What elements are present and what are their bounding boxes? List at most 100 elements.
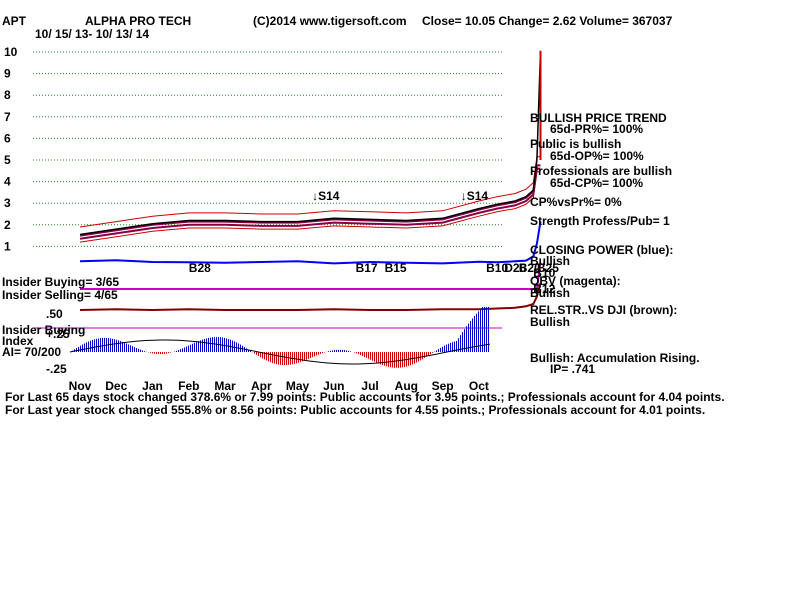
accumulation-bar [360, 352, 361, 355]
accumulation-bar [354, 352, 355, 353]
accumulation-bar [424, 352, 425, 358]
accumulation-bar [230, 340, 231, 352]
accum-y-ticks: .50+.25-.25 [46, 307, 70, 376]
accumulation-bar [386, 352, 387, 366]
accumulation-bar [186, 347, 187, 352]
accumulation-bar [250, 351, 251, 352]
side-panel-line: 65d-CP%= 100% [550, 176, 643, 190]
accumulation-bar [308, 352, 309, 359]
accumulation-bar [276, 352, 277, 364]
obv-line [80, 263, 541, 289]
accumulation-bar [444, 346, 445, 352]
price-y-tick-label: 10 [4, 45, 18, 59]
accumulation-bar [392, 352, 393, 368]
accumulation-bar [122, 342, 123, 352]
footer-line-1: For Last 65 days stock changed 378.6% or… [5, 390, 725, 404]
accumulation-bar [344, 350, 345, 352]
accumulation-bar [150, 352, 151, 353]
accumulation-bar [394, 352, 395, 368]
header-company: ALPHA PRO TECH [85, 14, 191, 28]
accumulation-bar [194, 343, 195, 352]
accumulation-bar [368, 352, 369, 359]
accumulation-bar [208, 338, 209, 352]
accumulation-bar [154, 352, 155, 354]
accumulation-bar [274, 352, 275, 364]
accumulation-bar [190, 345, 191, 352]
accumulation-bar [202, 340, 203, 352]
side-panel-line: 65d-OP%= 100% [550, 149, 644, 163]
accumulation-bar [132, 346, 133, 352]
accumulation-bar [312, 352, 313, 357]
price-y-tick-label: 9 [4, 67, 11, 81]
accumulation-bar [442, 347, 443, 352]
accumulation-bar [228, 339, 229, 352]
accumulation-bar [356, 352, 357, 353]
accumulation-bar [348, 351, 349, 352]
accumulation-bar [436, 350, 437, 352]
accumulation-bar [316, 352, 317, 355]
accumulation-bar [214, 337, 215, 352]
accum-y-tick-label: .50 [46, 307, 63, 321]
accumulation-bar [226, 338, 227, 352]
insider-ai-label: AI= 70/200 [2, 345, 61, 359]
accumulation-bar [178, 350, 179, 352]
accumulation-bar [142, 350, 143, 352]
price-line [80, 51, 541, 235]
accumulation-bar [314, 352, 315, 356]
accumulation-bar [418, 352, 419, 362]
accumulation-bar [136, 348, 137, 352]
accumulation-bar [166, 352, 167, 354]
accumulation-bar [288, 352, 289, 365]
accumulation-bar [168, 352, 169, 353]
accumulation-bar [438, 349, 439, 352]
accumulation-bar [372, 352, 373, 361]
accumulation-bar [92, 340, 93, 352]
header-stats: Close= 10.05 Change= 2.62 Volume= 367037 [422, 14, 673, 28]
accumulation-bar [80, 346, 81, 352]
accumulation-bar [210, 338, 211, 352]
accumulation-bar [486, 307, 487, 352]
price-grid [33, 52, 502, 246]
accumulation-bar [340, 350, 341, 352]
header-date-range: 10/ 15/ 13- 10/ 13/ 14 [35, 27, 149, 41]
side-panel-line: 65d-PR%= 100% [550, 122, 643, 136]
accumulation-bar [134, 347, 135, 352]
accumulation-bar [364, 352, 365, 357]
price-y-tick-label: 2 [4, 218, 11, 232]
accumulation-bar [140, 350, 141, 352]
accumulation-bar [338, 350, 339, 352]
rel-strength-line [80, 283, 541, 310]
accumulation-bar [440, 348, 441, 352]
accumulation-bar [346, 350, 347, 352]
accumulation-bar [278, 352, 279, 365]
accumulation-bar [116, 340, 117, 352]
accumulation-bar [488, 307, 489, 352]
accumulation-bar [130, 345, 131, 352]
accumulation-histogram [70, 307, 490, 368]
accumulation-bar [282, 352, 283, 365]
accumulation-bar [332, 350, 333, 352]
accumulation-bar [152, 352, 153, 353]
header-ticker: APT [2, 14, 27, 28]
side-panel-line: Bullish [530, 254, 570, 268]
signal-label: ↓S14 [312, 189, 340, 203]
accumulation-bar [160, 352, 161, 354]
accumulation-bar [376, 352, 377, 363]
accumulation-bar [388, 352, 389, 367]
accumulation-bar [430, 352, 431, 354]
accumulation-bar [118, 340, 119, 352]
accumulation-bar [112, 339, 113, 352]
accumulation-bar [206, 338, 207, 352]
accumulation-bar [258, 352, 259, 356]
accumulation-bar [304, 352, 305, 361]
accumulation-bar [342, 350, 343, 352]
accumulation-bar [232, 341, 233, 352]
accumulation-bar [366, 352, 367, 358]
accumulation-bar [234, 341, 235, 352]
accumulation-bar [330, 351, 331, 352]
accumulation-bar [124, 343, 125, 352]
accumulation-bar [334, 350, 335, 352]
accumulation-bar [182, 348, 183, 352]
signal-label: ↓S14 [461, 189, 489, 203]
